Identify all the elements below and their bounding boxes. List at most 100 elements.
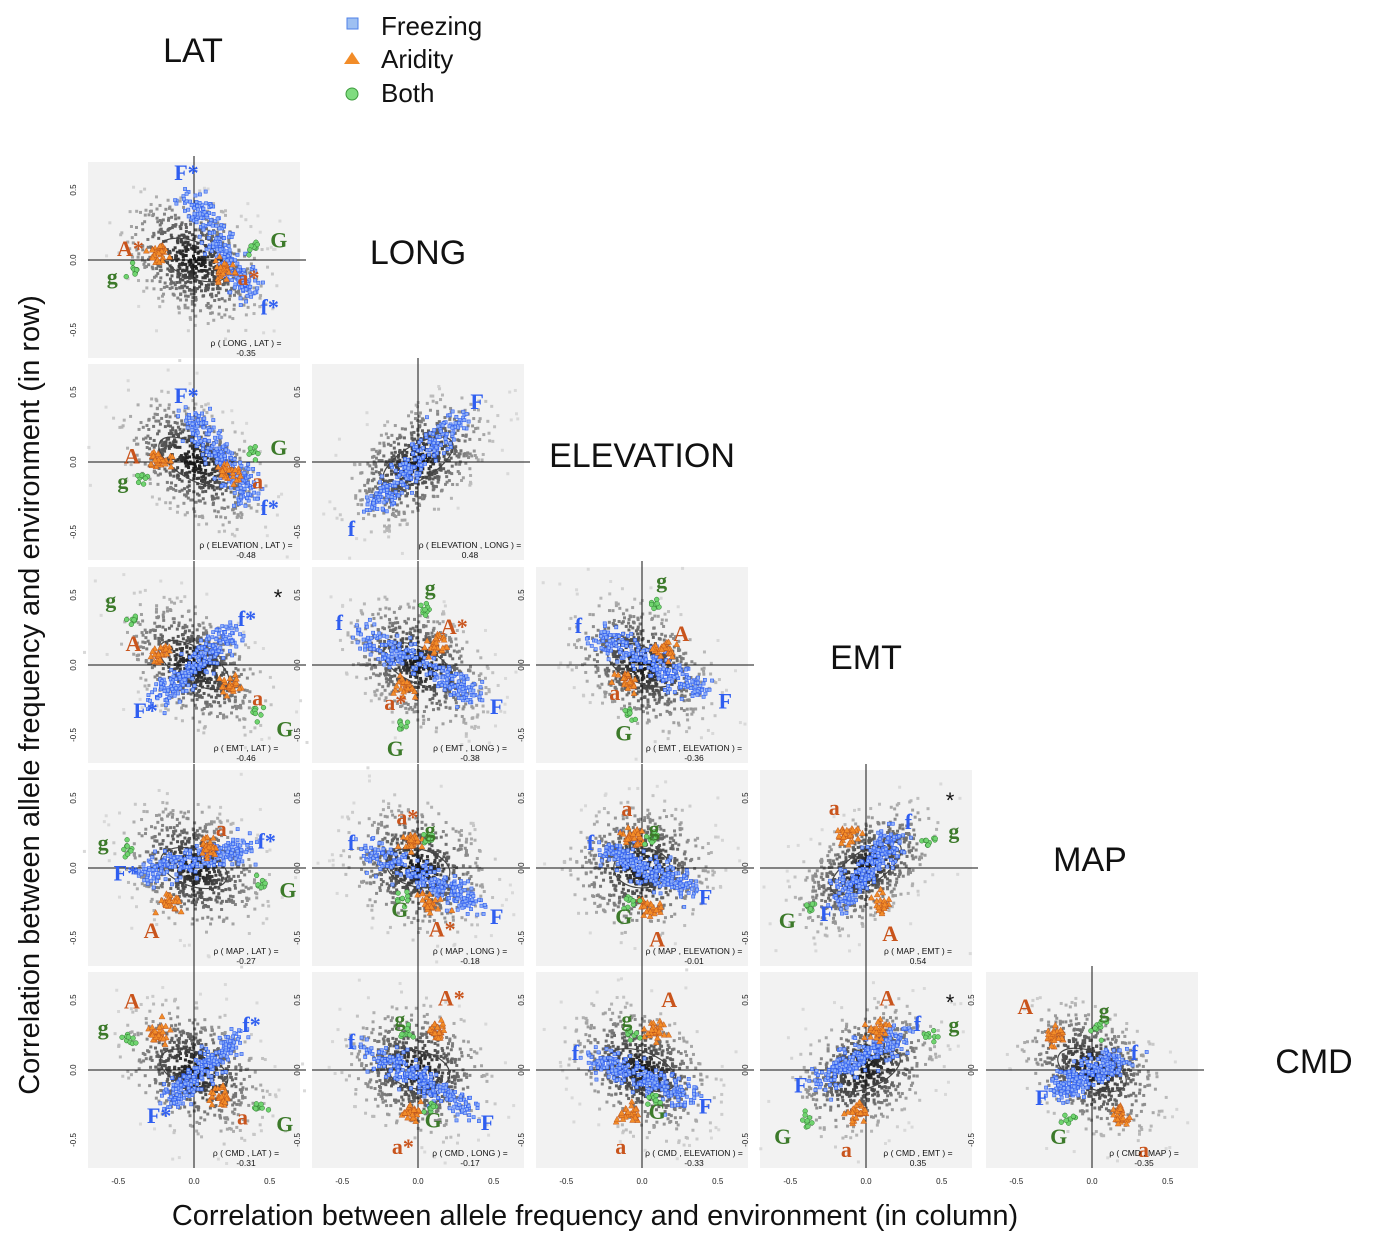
density-cell <box>158 218 162 222</box>
freezing-point <box>414 479 419 484</box>
density-cell <box>627 691 631 695</box>
density-cell <box>163 425 167 429</box>
density-cell <box>165 606 169 610</box>
density-cell <box>376 612 380 616</box>
density-cell <box>446 452 450 456</box>
density-cell <box>167 406 171 410</box>
freezing-point <box>365 624 369 629</box>
freezing-point <box>176 691 180 696</box>
density-cell <box>237 249 241 253</box>
density-cell <box>190 288 194 292</box>
freezing-point <box>214 637 219 642</box>
legend-freezing-marker <box>346 17 359 30</box>
freezing-point <box>186 214 191 219</box>
density-cell <box>178 456 182 460</box>
freezing-point <box>184 191 189 196</box>
density-cell <box>145 647 149 651</box>
density-cell <box>161 625 165 629</box>
density-cell <box>399 638 403 642</box>
density-cell <box>141 619 145 623</box>
freezing-point <box>222 453 227 458</box>
density-cell <box>379 433 383 437</box>
density-cell <box>658 713 662 717</box>
aridity-point <box>217 263 224 270</box>
annotation-aridity: a* <box>238 265 260 290</box>
density-cell <box>252 256 256 260</box>
density-cell <box>365 423 369 427</box>
freezing-point <box>427 448 432 452</box>
density-cell <box>173 213 177 217</box>
freezing-point <box>197 234 202 239</box>
freezing-point <box>459 675 464 680</box>
density-cell <box>376 628 380 632</box>
density-cell <box>136 658 140 662</box>
density-cell <box>158 223 162 227</box>
density-cell <box>182 205 186 209</box>
density-cell <box>223 299 227 303</box>
density-cell <box>584 631 588 635</box>
density-cell <box>711 732 715 736</box>
density-cell <box>213 222 217 226</box>
density-cell <box>200 405 204 409</box>
freezing-point <box>235 487 240 491</box>
density-cell <box>191 254 195 258</box>
density-cell <box>381 626 385 630</box>
freezing-point <box>361 637 366 642</box>
freezing-point <box>368 646 373 651</box>
density-cell <box>451 657 455 661</box>
freezing-point <box>244 287 249 292</box>
density-cell <box>440 488 444 492</box>
density-cell <box>157 296 161 300</box>
density-cell <box>112 416 116 420</box>
density-cell <box>423 494 427 498</box>
density-cell <box>333 507 337 511</box>
density-cell <box>175 259 179 263</box>
density-cell <box>167 251 171 255</box>
density-cell <box>272 248 276 252</box>
density-cell <box>137 279 141 283</box>
density-cell <box>222 716 226 720</box>
freezing-point <box>404 476 409 481</box>
freezing-point <box>232 462 237 466</box>
density-cell <box>179 223 183 227</box>
aridity-point <box>155 258 163 265</box>
density-cell <box>193 271 197 275</box>
density-cell <box>146 639 150 643</box>
density-cell <box>173 667 177 671</box>
freezing-point <box>249 274 253 278</box>
density-cell <box>484 686 488 690</box>
density-cell <box>387 625 391 629</box>
density-cell <box>249 225 253 229</box>
density-cell <box>175 421 179 425</box>
density-cell <box>203 476 207 480</box>
density-cell <box>230 711 234 715</box>
freezing-point <box>207 643 212 648</box>
density-cell <box>481 452 485 456</box>
density-cell <box>207 472 211 476</box>
density-cell <box>236 668 240 672</box>
density-cell <box>436 475 440 479</box>
density-cell <box>460 478 464 482</box>
freezing-point <box>172 693 177 698</box>
density-cell <box>199 289 203 293</box>
freezing-point <box>216 648 221 653</box>
density-cell <box>213 509 217 513</box>
freezing-point <box>218 233 223 238</box>
density-cell <box>459 654 463 658</box>
density-cell <box>135 247 139 251</box>
density-cell <box>173 445 177 449</box>
density-cell <box>409 627 413 631</box>
density-cell <box>179 238 183 242</box>
freezing-point <box>448 685 452 690</box>
density-cell <box>174 223 178 227</box>
density-cell <box>405 632 409 636</box>
density-cell <box>186 496 190 500</box>
density-cell <box>237 291 241 295</box>
density-cell <box>204 700 208 704</box>
density-cell <box>345 672 349 676</box>
density-cell <box>188 263 192 267</box>
density-cell <box>164 239 168 243</box>
freezing-point <box>253 290 258 295</box>
freezing-point <box>222 224 226 229</box>
variable-label-emt: EMT <box>830 639 902 677</box>
